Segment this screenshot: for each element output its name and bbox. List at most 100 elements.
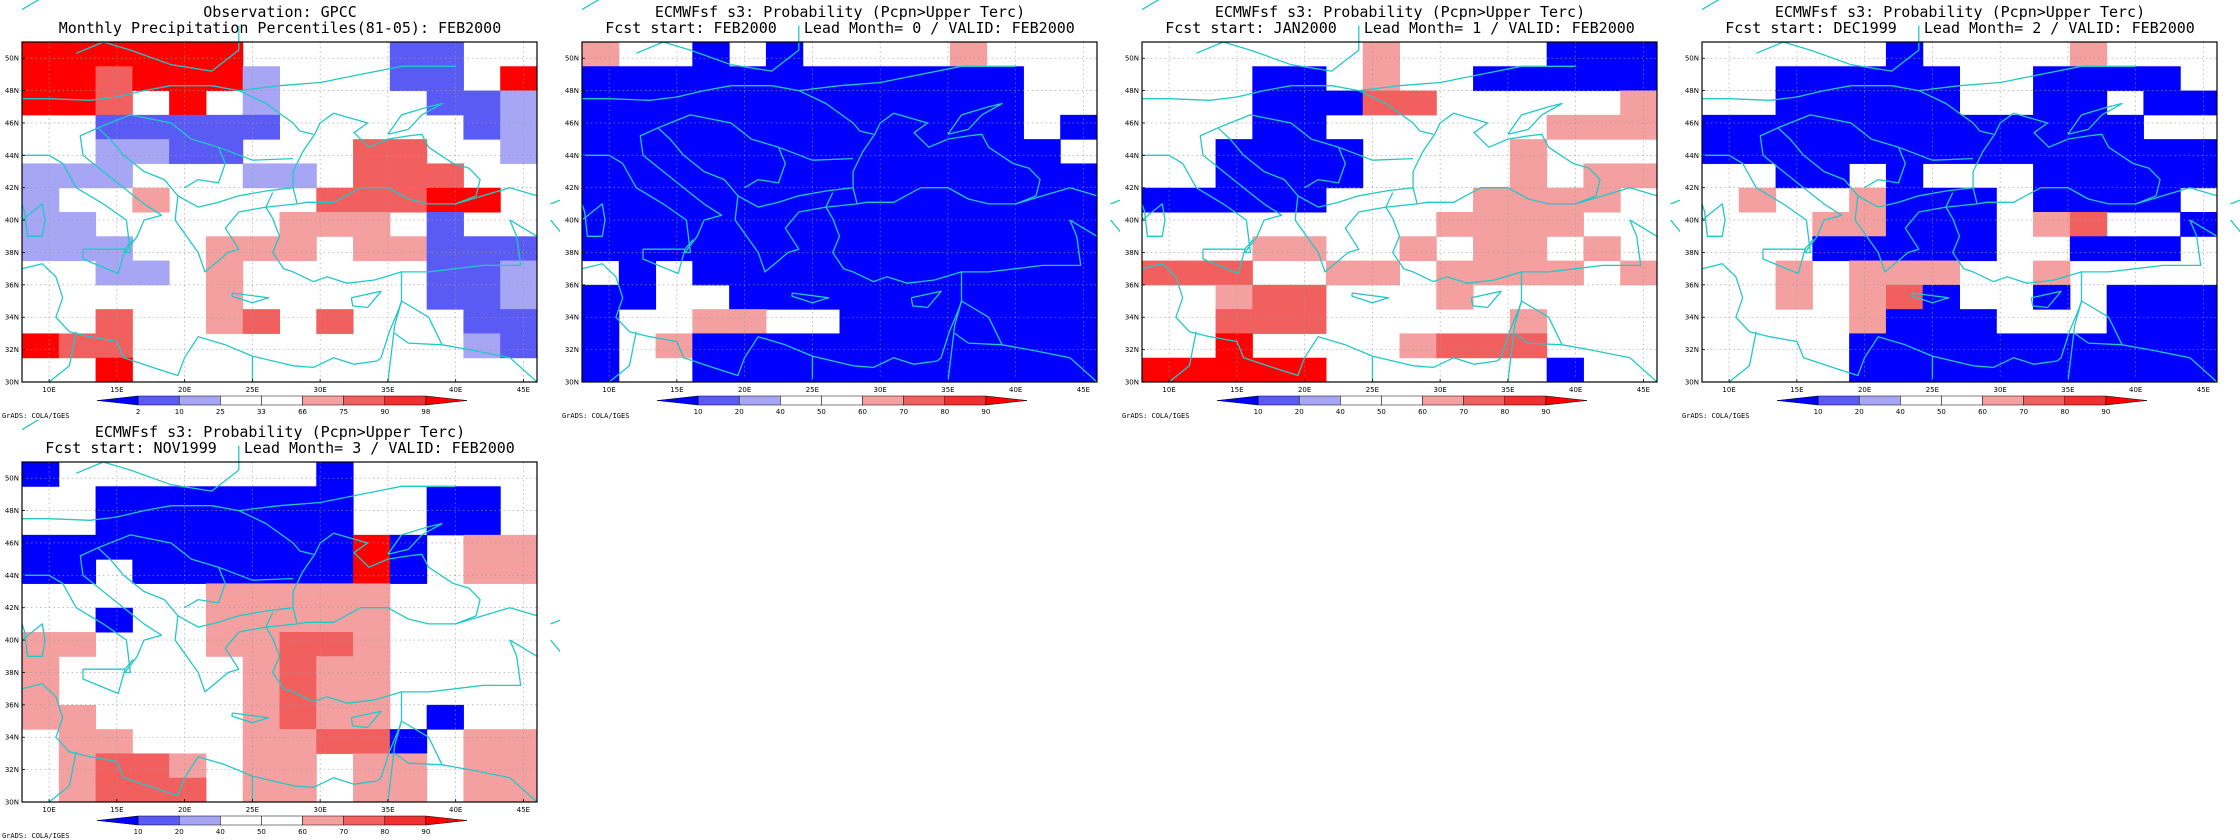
- grid-cell: [1849, 357, 1887, 383]
- map-frame: [21, 41, 538, 383]
- grid-cell: [729, 90, 767, 116]
- precip-map: 30N 32N 34N 36N 38N 40N 42N 44N 46N 48N 50N 10E 15E 2…: [5, 420, 560, 836]
- grid-cell: [500, 139, 538, 164]
- grid-cell: [22, 704, 60, 730]
- grid-cell: [1060, 114, 1098, 140]
- grid-cell: [1775, 260, 1813, 286]
- grid-cell: [729, 236, 767, 262]
- grid-cell: [169, 777, 207, 803]
- grid-cell: [1023, 139, 1061, 164]
- grid-cell: [1959, 357, 1997, 383]
- grid-cell: [279, 163, 317, 189]
- lon-tick-label: 35E: [2061, 386, 2074, 394]
- grid-cell: [949, 236, 988, 262]
- colorbar-label: 40: [216, 828, 225, 836]
- grid-cell: [876, 260, 914, 286]
- coastline: [825, 192, 834, 208]
- coastline: [1702, 65, 2136, 101]
- grid-cell: [1509, 163, 1548, 189]
- grid-cell: [839, 163, 877, 189]
- coastline: [798, 90, 874, 135]
- colorbar-swatch: [1982, 395, 2024, 406]
- colorbar-swatch: [220, 815, 262, 826]
- coastline: [21, 203, 46, 237]
- coastline: [2081, 300, 2218, 383]
- lat-tick-label: 40N: [1125, 217, 1139, 225]
- coastline: [1358, 90, 1434, 135]
- grid-cell: [913, 187, 951, 213]
- grid-cell: [2033, 163, 2071, 189]
- grid-cell: [1060, 309, 1098, 334]
- grid-cell: [2033, 90, 2071, 116]
- grid-cell: [1885, 90, 1924, 116]
- grid-cell: [426, 486, 464, 512]
- grid-cell: [316, 680, 354, 706]
- grid-cell: [1060, 357, 1098, 383]
- lon-tick-label: 15E: [1790, 386, 1803, 394]
- grid-cell: [463, 777, 501, 803]
- coastline: [265, 112, 481, 208]
- coastline: [238, 510, 314, 555]
- grid-cell: [655, 66, 693, 92]
- coastline: [2030, 290, 2062, 309]
- grid-cell: [205, 42, 244, 67]
- coastline: [387, 720, 403, 803]
- coastline: [21, 623, 46, 657]
- grid-cell: [913, 114, 951, 140]
- grid-cell: [242, 90, 280, 116]
- grid-cell: [876, 187, 914, 213]
- lat-tick-label: 32N: [5, 346, 19, 354]
- colorbar-swatch: [178, 395, 221, 406]
- grid-cell: [876, 139, 914, 164]
- coastline: [1762, 248, 1806, 275]
- coastline: [387, 300, 403, 383]
- grid-cell: [1215, 357, 1253, 383]
- coastline: [2230, 199, 2240, 205]
- grid-cell: [95, 139, 133, 164]
- grid-cell: [692, 139, 730, 164]
- grid-cell: [876, 357, 914, 383]
- grid-cell: [205, 486, 244, 512]
- coastline: [22, 127, 403, 362]
- grid-cell: [765, 90, 804, 116]
- lat-tick-label: 36N: [5, 701, 19, 709]
- map-panel-1: Observation: GPCC Monthly Precipitation P…: [0, 0, 560, 420]
- lon-tick-label: 15E: [1230, 386, 1243, 394]
- grid-cell: [618, 139, 657, 164]
- coastline: [1142, 65, 1576, 101]
- grid-cell: [242, 632, 280, 657]
- grid-cell: [949, 90, 988, 116]
- coastline: [825, 112, 1041, 208]
- colorbar-label: 80: [380, 828, 389, 836]
- grid-cell: [205, 260, 244, 286]
- grid-cell: [205, 114, 244, 140]
- grid-cell: [500, 559, 538, 584]
- grid-cell: [1849, 66, 1887, 92]
- colorbar-swatch: [1858, 395, 1901, 406]
- grid-cell: [242, 309, 280, 334]
- grid-cell: [95, 309, 133, 334]
- grid-cell: [876, 236, 914, 262]
- grid-cell: [1436, 212, 1474, 237]
- grid-cell: [22, 236, 60, 262]
- grid-cell: [316, 607, 354, 633]
- grid-cell: [2069, 212, 2108, 237]
- coastline: [550, 619, 560, 625]
- lat-tick-label: 30N: [1125, 379, 1139, 387]
- grid-cell: [949, 139, 988, 164]
- colorbar-swatch: [220, 395, 262, 406]
- lat-tick-label: 42N: [5, 604, 19, 612]
- grid-cell: [1023, 236, 1061, 262]
- coastline: [1701, 0, 1720, 11]
- coastline: [1521, 300, 1658, 383]
- grid-cell: [765, 260, 804, 286]
- panel-title-line1: ECMWFsf s3: Probability (Pcpn>Upper Terc…: [654, 3, 1026, 21]
- grid-cell: [986, 90, 1024, 116]
- grid-cell: [279, 510, 317, 536]
- grid-cell: [839, 66, 877, 92]
- colorbar-swatch: [302, 395, 344, 406]
- grid-cell: [913, 139, 951, 164]
- grid-cell: [205, 583, 244, 609]
- grid-cell: [169, 90, 207, 116]
- grid-cell: [1849, 236, 1887, 262]
